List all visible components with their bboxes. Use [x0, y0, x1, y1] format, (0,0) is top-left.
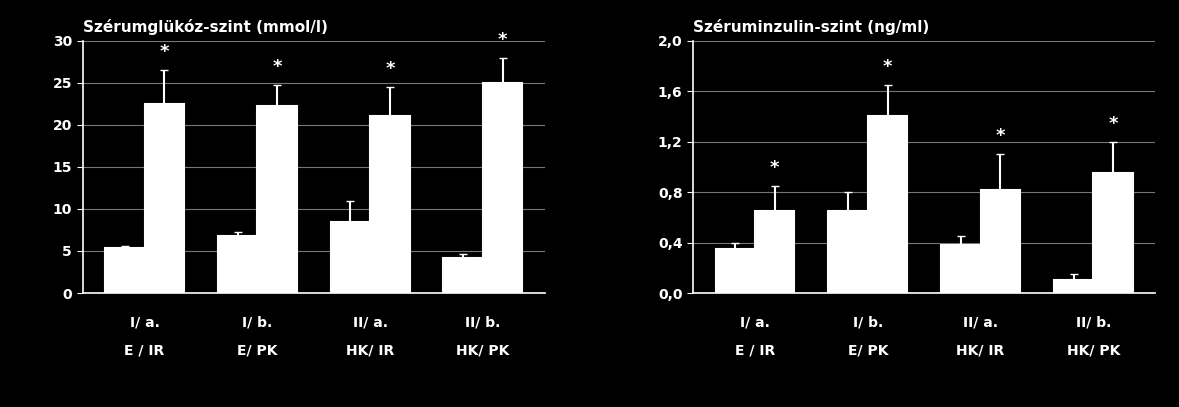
- Bar: [483, 83, 522, 293]
- Bar: [443, 258, 483, 293]
- Text: I/ a.: I/ a.: [130, 316, 159, 330]
- Text: E / IR: E / IR: [735, 344, 775, 357]
- Text: E/ PK: E/ PK: [848, 344, 888, 357]
- Bar: [145, 104, 184, 293]
- Bar: [941, 245, 981, 293]
- Text: E / IR: E / IR: [125, 344, 165, 357]
- Text: *: *: [1108, 115, 1118, 133]
- Bar: [105, 248, 145, 293]
- Text: *: *: [770, 159, 779, 177]
- Text: HK/ IR: HK/ IR: [956, 344, 1005, 357]
- Text: II/ b.: II/ b.: [466, 316, 501, 330]
- Text: HK/ IR: HK/ IR: [345, 344, 394, 357]
- Text: I/ b.: I/ b.: [242, 316, 272, 330]
- Bar: [370, 116, 409, 293]
- Bar: [1054, 280, 1093, 293]
- Bar: [330, 221, 370, 293]
- Text: *: *: [995, 127, 1005, 145]
- Bar: [829, 211, 868, 293]
- Text: E/ PK: E/ PK: [237, 344, 277, 357]
- Bar: [716, 249, 755, 293]
- Text: Széruminzulin-szint (ng/ml): Széruminzulin-szint (ng/ml): [693, 20, 929, 35]
- Bar: [1093, 173, 1133, 293]
- Text: II/ b.: II/ b.: [1075, 316, 1111, 330]
- Text: II/ a.: II/ a.: [963, 316, 999, 330]
- Text: *: *: [159, 43, 169, 61]
- Text: II/ a.: II/ a.: [353, 316, 388, 330]
- Text: *: *: [386, 60, 395, 78]
- Bar: [755, 211, 795, 293]
- Text: HK/ PK: HK/ PK: [1067, 344, 1120, 357]
- Text: HK/ PK: HK/ PK: [456, 344, 509, 357]
- Text: Szérumglükóz-szint (mmol/l): Szérumglükóz-szint (mmol/l): [83, 20, 328, 35]
- Text: I/ b.: I/ b.: [852, 316, 883, 330]
- Text: *: *: [883, 58, 893, 76]
- Bar: [981, 190, 1020, 293]
- Bar: [257, 106, 297, 293]
- Text: I/ a.: I/ a.: [740, 316, 770, 330]
- Text: *: *: [272, 59, 282, 77]
- Text: *: *: [498, 31, 507, 49]
- Bar: [868, 116, 908, 293]
- Bar: [218, 236, 257, 293]
